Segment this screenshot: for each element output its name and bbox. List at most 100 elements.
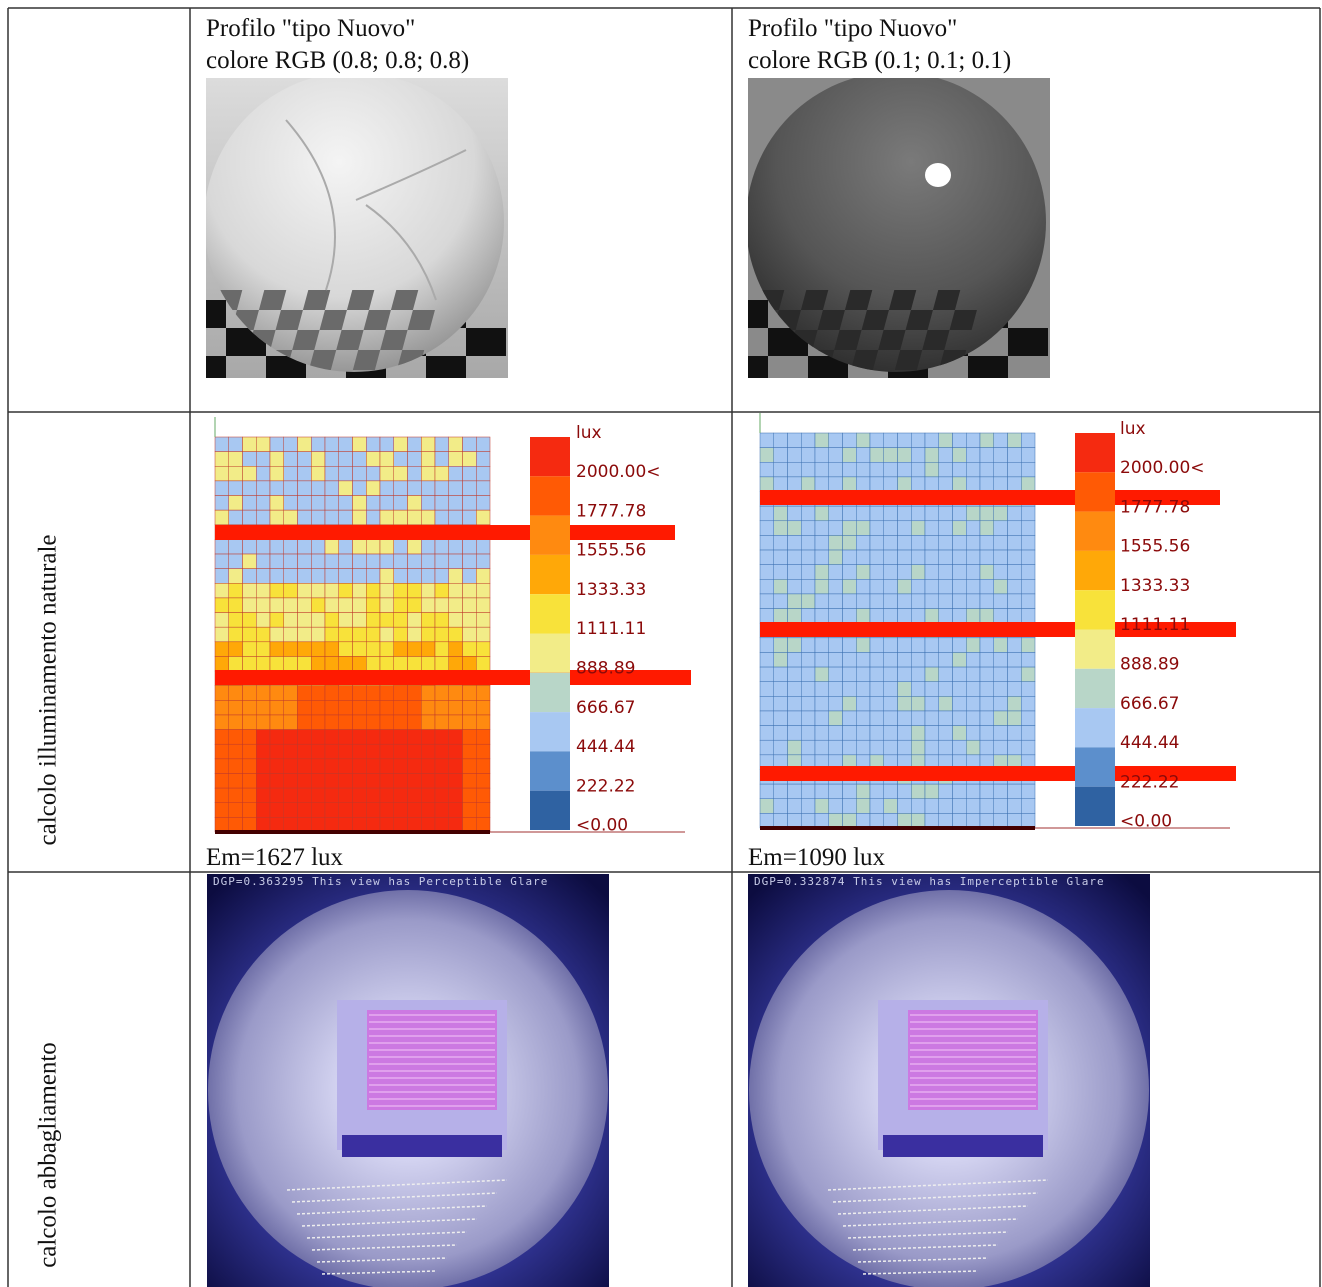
heat-cell	[1021, 579, 1035, 594]
heat-cell	[856, 726, 870, 741]
heat-cell	[435, 583, 449, 598]
heat-cell	[380, 583, 394, 598]
heat-cell	[980, 696, 994, 711]
heat-cell	[366, 773, 380, 788]
heat-cell	[311, 569, 325, 584]
heat-cell	[215, 510, 229, 525]
heat-cell	[911, 652, 925, 667]
heat-cell	[870, 521, 884, 536]
heat-cell	[476, 466, 490, 481]
heat-cell	[856, 813, 870, 828]
heat-cell	[1021, 799, 1035, 814]
floor-check	[186, 300, 226, 328]
heat-cell	[953, 799, 967, 814]
heat-cell	[449, 656, 463, 671]
heat-cell	[856, 448, 870, 463]
heat-cell	[966, 696, 980, 711]
heat-cell	[311, 803, 325, 818]
heat-cell	[1008, 477, 1022, 492]
heat-cell	[1021, 609, 1035, 624]
heat-cell	[256, 554, 270, 569]
heat-cell	[270, 759, 284, 774]
reflect-check	[160, 330, 187, 350]
heat-cell	[311, 510, 325, 525]
heat-cell	[353, 583, 367, 598]
legend-label: 666.67	[576, 698, 635, 718]
mean-illuminance: Em=1090 lux	[748, 844, 886, 871]
heat-cell	[366, 700, 380, 715]
fisheye-render	[748, 874, 1150, 1287]
heat-cell	[298, 481, 312, 496]
heat-cell	[476, 554, 490, 569]
heat-cell	[298, 510, 312, 525]
heat-cell	[843, 696, 857, 711]
heat-cell	[215, 481, 229, 496]
heat-cell	[256, 773, 270, 788]
heat-cell	[870, 682, 884, 697]
heat-cell	[829, 696, 843, 711]
heat-cell	[843, 784, 857, 799]
heat-cell	[353, 510, 367, 525]
heat-cell	[353, 642, 367, 657]
heat-cell	[229, 642, 243, 657]
heat-cell	[870, 696, 884, 711]
heat-cell	[256, 759, 270, 774]
heat-cell	[229, 437, 243, 452]
heat-cell	[449, 744, 463, 759]
heat-cell	[953, 506, 967, 521]
heat-cell	[980, 448, 994, 463]
heat-cell	[270, 788, 284, 803]
heat-cell	[994, 506, 1008, 521]
heat-cell	[243, 510, 257, 525]
heat-cell	[815, 448, 829, 463]
heat-cell	[408, 452, 422, 467]
heat-cell	[884, 696, 898, 711]
heat-cell	[284, 437, 298, 452]
heat-cell	[229, 817, 243, 832]
heat-cell	[435, 539, 449, 554]
heat-cell	[884, 594, 898, 609]
heat-cell	[870, 813, 884, 828]
heat-cell	[339, 715, 353, 730]
window	[367, 1010, 497, 1110]
heat-cell	[325, 437, 339, 452]
legend-label: 1111.11	[576, 619, 646, 639]
heat-cell	[463, 569, 477, 584]
heat-cell	[353, 715, 367, 730]
heat-cell	[366, 730, 380, 745]
heat-cell	[339, 437, 353, 452]
legend-label: 222.22	[576, 776, 635, 796]
heat-cell	[1008, 550, 1022, 565]
heat-cell	[829, 535, 843, 550]
heat-cell	[394, 686, 408, 701]
glare-result: DGP=0.332874 This view has Imperceptible…	[754, 875, 1105, 888]
heat-cell	[980, 535, 994, 550]
heat-cell	[325, 569, 339, 584]
heat-cell	[476, 642, 490, 657]
heat-cell	[788, 696, 802, 711]
heat-cell	[760, 711, 774, 726]
heat-cell	[325, 554, 339, 569]
heat-cell	[870, 550, 884, 565]
heat-cell	[815, 594, 829, 609]
heat-cell	[870, 579, 884, 594]
heat-cell	[463, 627, 477, 642]
heat-cell	[339, 569, 353, 584]
heat-cell	[843, 550, 857, 565]
heat-cell	[925, 740, 939, 755]
heat-cell	[394, 803, 408, 818]
heat-cell	[284, 656, 298, 671]
heat-cell	[994, 609, 1008, 624]
heat-cell	[476, 452, 490, 467]
heat-cell	[801, 579, 815, 594]
reflect-check	[686, 310, 713, 330]
profile-title: Profilo "tipo Nuovo"	[748, 15, 957, 42]
heat-cell	[788, 667, 802, 682]
heat-cell	[1008, 565, 1022, 580]
heat-cell	[925, 711, 939, 726]
heat-cell	[829, 594, 843, 609]
heat-cell	[353, 627, 367, 642]
heat-cell	[760, 477, 774, 492]
heat-cell	[325, 715, 339, 730]
heat-cell	[311, 642, 325, 657]
